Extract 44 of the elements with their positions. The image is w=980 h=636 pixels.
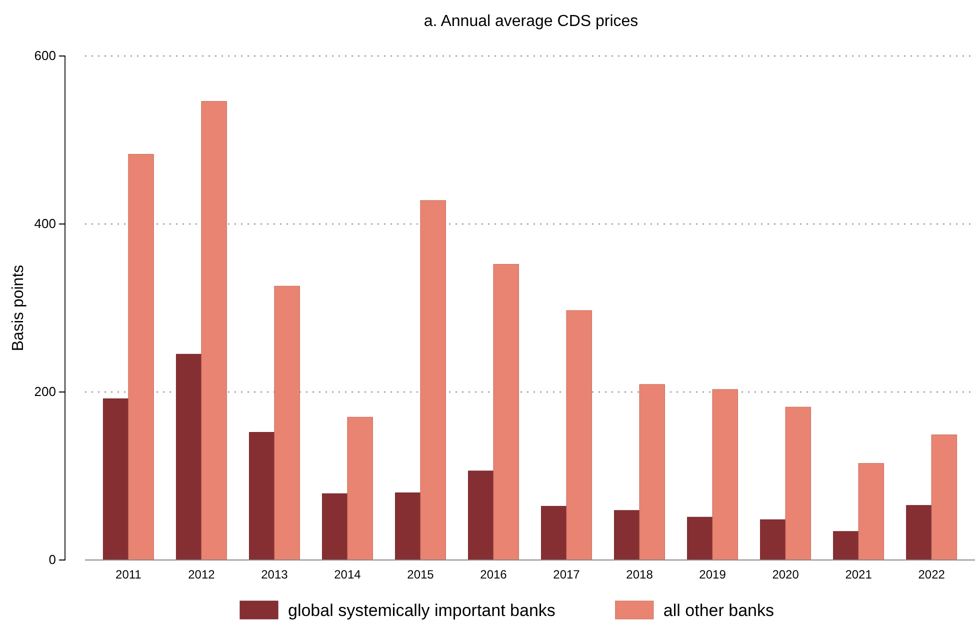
bar — [541, 506, 567, 560]
legend-label: global systemically important banks — [288, 601, 556, 620]
bar — [201, 101, 227, 560]
bar — [858, 463, 884, 560]
bar — [468, 470, 494, 560]
x-tick-label: 2014 — [334, 568, 362, 582]
y-tick-label: 0 — [48, 552, 56, 568]
x-tick-label: 2011 — [116, 568, 142, 582]
x-tick-label: 2020 — [772, 568, 800, 582]
x-tick-label: 2012 — [188, 568, 216, 582]
bar — [248, 432, 275, 560]
bar — [931, 434, 958, 560]
bar — [128, 154, 154, 560]
y-tick-label: 600 — [34, 48, 56, 64]
x-tick-label: 2015 — [407, 568, 434, 582]
bar — [833, 531, 859, 560]
bar — [176, 354, 202, 560]
bar — [102, 398, 129, 560]
bar — [906, 505, 932, 560]
x-tick-label: 2016 — [480, 568, 508, 582]
bar — [687, 516, 713, 560]
legend-label: all other banks — [663, 601, 774, 620]
x-tick-label: 2017 — [553, 568, 580, 582]
bar — [639, 384, 666, 560]
bar — [712, 389, 738, 560]
bar — [614, 510, 640, 560]
y-tick-label: 200 — [34, 384, 56, 400]
bar — [785, 406, 812, 560]
chart-title: a. Annual average CDS prices — [424, 13, 638, 30]
bar — [760, 519, 786, 560]
bar — [394, 492, 421, 560]
x-tick-label: 2021 — [845, 568, 872, 582]
y-axis-title: Basis points — [10, 264, 27, 352]
x-tick-label: 2013 — [261, 568, 288, 582]
bar — [566, 310, 592, 560]
bar — [420, 200, 446, 560]
x-tick-label: 2022 — [918, 568, 946, 582]
bar — [274, 286, 300, 560]
x-tick-label: 2019 — [699, 568, 726, 582]
x-tick-label: 2018 — [626, 568, 654, 582]
bar — [347, 416, 373, 560]
y-tick-label: 400 — [34, 216, 56, 232]
bar — [493, 264, 519, 560]
bar — [322, 493, 348, 560]
